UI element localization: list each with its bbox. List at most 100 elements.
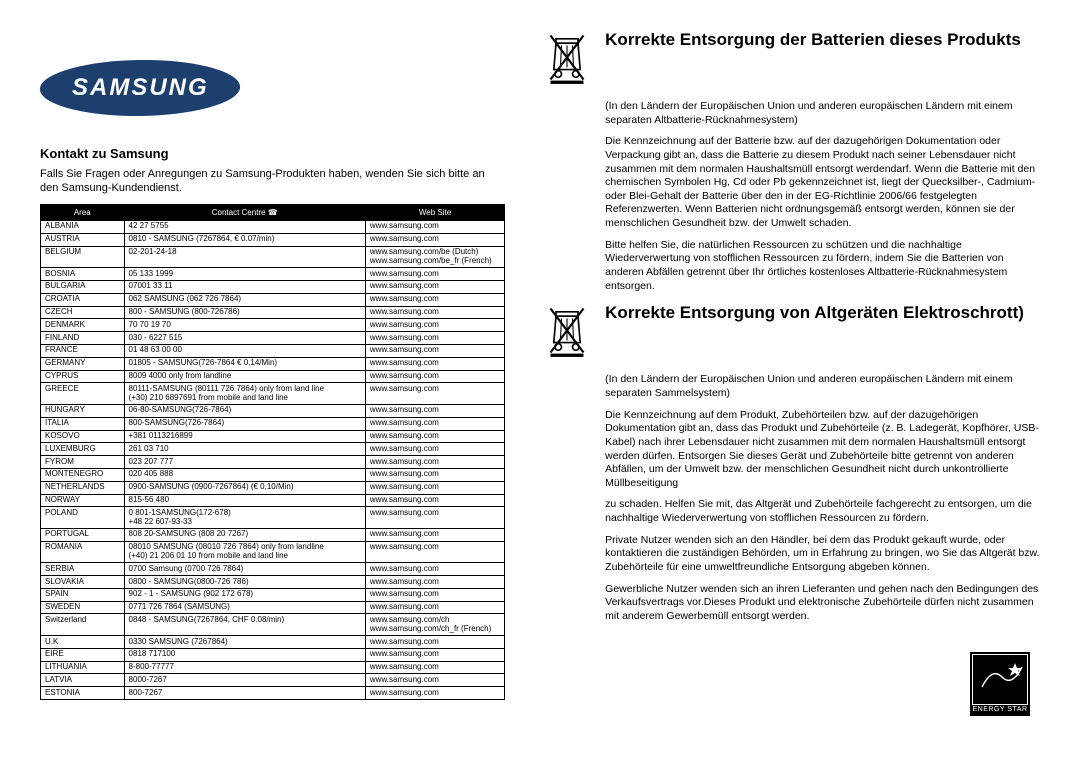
cell-area: ITALIA	[41, 417, 125, 430]
table-row: LUXEMBURG261 03 710www.samsung.com	[41, 443, 505, 456]
cell-web: www.samsung.com	[365, 481, 504, 494]
cell-area: LITHUANIA	[41, 661, 125, 674]
cell-area: MONTENEGRO	[41, 468, 125, 481]
cell-contact: 01805 - SAMSUNG(726-7864 € 0,14/Min)	[124, 357, 365, 370]
cell-area: BELGIUM	[41, 246, 125, 268]
cell-contact: +381 0113216899	[124, 430, 365, 443]
cell-area: BULGARIA	[41, 280, 125, 293]
cell-contact: 0 801-1SAMSUNG(172-678) +48 22 607-93-33	[124, 507, 365, 529]
logo-text: SAMSUNG	[72, 74, 209, 102]
cell-area: NETHERLANDS	[41, 481, 125, 494]
cell-area: GREECE	[41, 383, 125, 405]
cell-web: www.samsung.com	[365, 430, 504, 443]
cell-web: www.samsung.com	[365, 306, 504, 319]
cell-area: POLAND	[41, 507, 125, 529]
cell-contact: 808 20-SAMSUNG (808 20 7267)	[124, 528, 365, 541]
cell-contact: 815-56 480	[124, 494, 365, 507]
cell-contact: 0900-SAMSUNG (0900-7267864) (€ 0,10/Min)	[124, 481, 365, 494]
cell-web: www.samsung.com	[365, 468, 504, 481]
table-row: SERBIA0700 Samsung (0700 726 7864)www.sa…	[41, 563, 505, 576]
table-row: SWEDEN0771 726 7864 (SAMSUNG)www.samsung…	[41, 601, 505, 614]
cell-area: GERMANY	[41, 357, 125, 370]
cell-web: www.samsung.com	[365, 648, 504, 661]
table-row: KOSOVO+381 0113216899www.samsung.com	[41, 430, 505, 443]
cell-area: SLOVAKIA	[41, 576, 125, 589]
cell-area: ROMANIA	[41, 541, 125, 563]
table-row: BULGARIA07001 33 11www.samsung.com	[41, 280, 505, 293]
cell-web: www.samsung.com	[365, 280, 504, 293]
table-row: PORTUGAL808 20-SAMSUNG (808 20 7267)www.…	[41, 528, 505, 541]
cell-web: www.samsung.com	[365, 417, 504, 430]
cell-web: www.samsung.com	[365, 404, 504, 417]
cell-area: U.K	[41, 636, 125, 649]
table-row: BOSNIA05 133 1999www.samsung.com	[41, 268, 505, 281]
table-row: Switzerland0848 - SAMSUNG(7267864, CHF 0…	[41, 614, 505, 636]
cell-area: SERBIA	[41, 563, 125, 576]
weee-title: Korrekte Entsorgung von Altgeräten Elekt…	[605, 303, 1024, 363]
table-row: ALBANIA42 27 5755www.samsung.com	[41, 220, 505, 233]
table-row: DENMARK70 70 19 70www.samsung.com	[41, 319, 505, 332]
cell-contact: 0330 SAMSUNG (7267864)	[124, 636, 365, 649]
th-contact: Contact Centre ☎	[124, 204, 365, 220]
cell-contact: 0848 - SAMSUNG(7267864, CHF 0.08/min)	[124, 614, 365, 636]
cell-web: www.samsung.com	[365, 233, 504, 246]
cell-web: www.samsung.com	[365, 383, 504, 405]
battery-disposal-icon	[545, 30, 593, 90]
cell-web: www.samsung.com	[365, 268, 504, 281]
cell-web: www.samsung.com	[365, 588, 504, 601]
cell-web: www.samsung.com	[365, 601, 504, 614]
cell-contact: 023 207 777	[124, 456, 365, 469]
cell-contact: 08010 SAMSUNG (08010 726 7864) only from…	[124, 541, 365, 563]
cell-contact: 06-80-SAMSUNG(726-7864)	[124, 404, 365, 417]
cell-area: DENMARK	[41, 319, 125, 332]
cell-contact: 02-201-24-18	[124, 246, 365, 268]
table-row: LITHUANIA8-800-77777www.samsung.com	[41, 661, 505, 674]
energy-star-badge: ENERGY STAR	[970, 652, 1030, 716]
cell-area: FYROM	[41, 456, 125, 469]
table-row: BELGIUM02-201-24-18www.samsung.com/be (D…	[41, 246, 505, 268]
cell-contact: 42 27 5755	[124, 220, 365, 233]
cell-contact: 0818 717100	[124, 648, 365, 661]
th-area: Area	[41, 204, 125, 220]
battery-body: (In den Ländern der Europäischen Union u…	[605, 100, 1040, 293]
cell-area: LUXEMBURG	[41, 443, 125, 456]
cell-area: HUNGARY	[41, 404, 125, 417]
cell-web: www.samsung.com	[365, 357, 504, 370]
cell-area: SPAIN	[41, 588, 125, 601]
cell-web: www.samsung.com	[365, 220, 504, 233]
cell-contact: 800-SAMSUNG(726-7864)	[124, 417, 365, 430]
cell-web: www.samsung.com	[365, 576, 504, 589]
th-web: Web Site	[365, 204, 504, 220]
cell-web: www.samsung.com	[365, 541, 504, 563]
phone-icon: ☎	[268, 208, 278, 217]
cell-contact: 8-800-77777	[124, 661, 365, 674]
cell-web: www.samsung.com	[365, 687, 504, 700]
cell-contact: 800-7267	[124, 687, 365, 700]
cell-area: EIRE	[41, 648, 125, 661]
cell-web: www.samsung.com	[365, 344, 504, 357]
cell-area: FRANCE	[41, 344, 125, 357]
contact-table: Area Contact Centre ☎ Web Site ALBANIA42…	[40, 204, 505, 700]
table-row: FRANCE01 48 63 00 00www.samsung.com	[41, 344, 505, 357]
table-row: SPAIN902 - 1 - SAMSUNG (902 172 678)www.…	[41, 588, 505, 601]
table-row: POLAND0 801-1SAMSUNG(172-678) +48 22 607…	[41, 507, 505, 529]
weee-disposal-icon	[545, 303, 593, 363]
table-row: ROMANIA08010 SAMSUNG (08010 726 7864) on…	[41, 541, 505, 563]
table-row: FINLAND030 - 6227 515www.samsung.com	[41, 332, 505, 345]
cell-web: www.samsung.com/ch www.samsung.com/ch_fr…	[365, 614, 504, 636]
cell-web: www.samsung.com	[365, 563, 504, 576]
cell-area: ESTONIA	[41, 687, 125, 700]
cell-area: SWEDEN	[41, 601, 125, 614]
cell-web: www.samsung.com	[365, 332, 504, 345]
cell-contact: 8009 4000 only from landline	[124, 370, 365, 383]
table-row: ESTONIA800-7267www.samsung.com	[41, 687, 505, 700]
cell-web: www.samsung.com	[365, 494, 504, 507]
table-row: FYROM023 207 777www.samsung.com	[41, 456, 505, 469]
table-row: HUNGARY06-80-SAMSUNG(726-7864)www.samsun…	[41, 404, 505, 417]
cell-area: CZECH	[41, 306, 125, 319]
table-row: NETHERLANDS0900-SAMSUNG (0900-7267864) (…	[41, 481, 505, 494]
cell-web: www.samsung.com	[365, 636, 504, 649]
cell-web: www.samsung.com	[365, 443, 504, 456]
cell-web: www.samsung.com	[365, 293, 504, 306]
cell-contact: 261 03 710	[124, 443, 365, 456]
